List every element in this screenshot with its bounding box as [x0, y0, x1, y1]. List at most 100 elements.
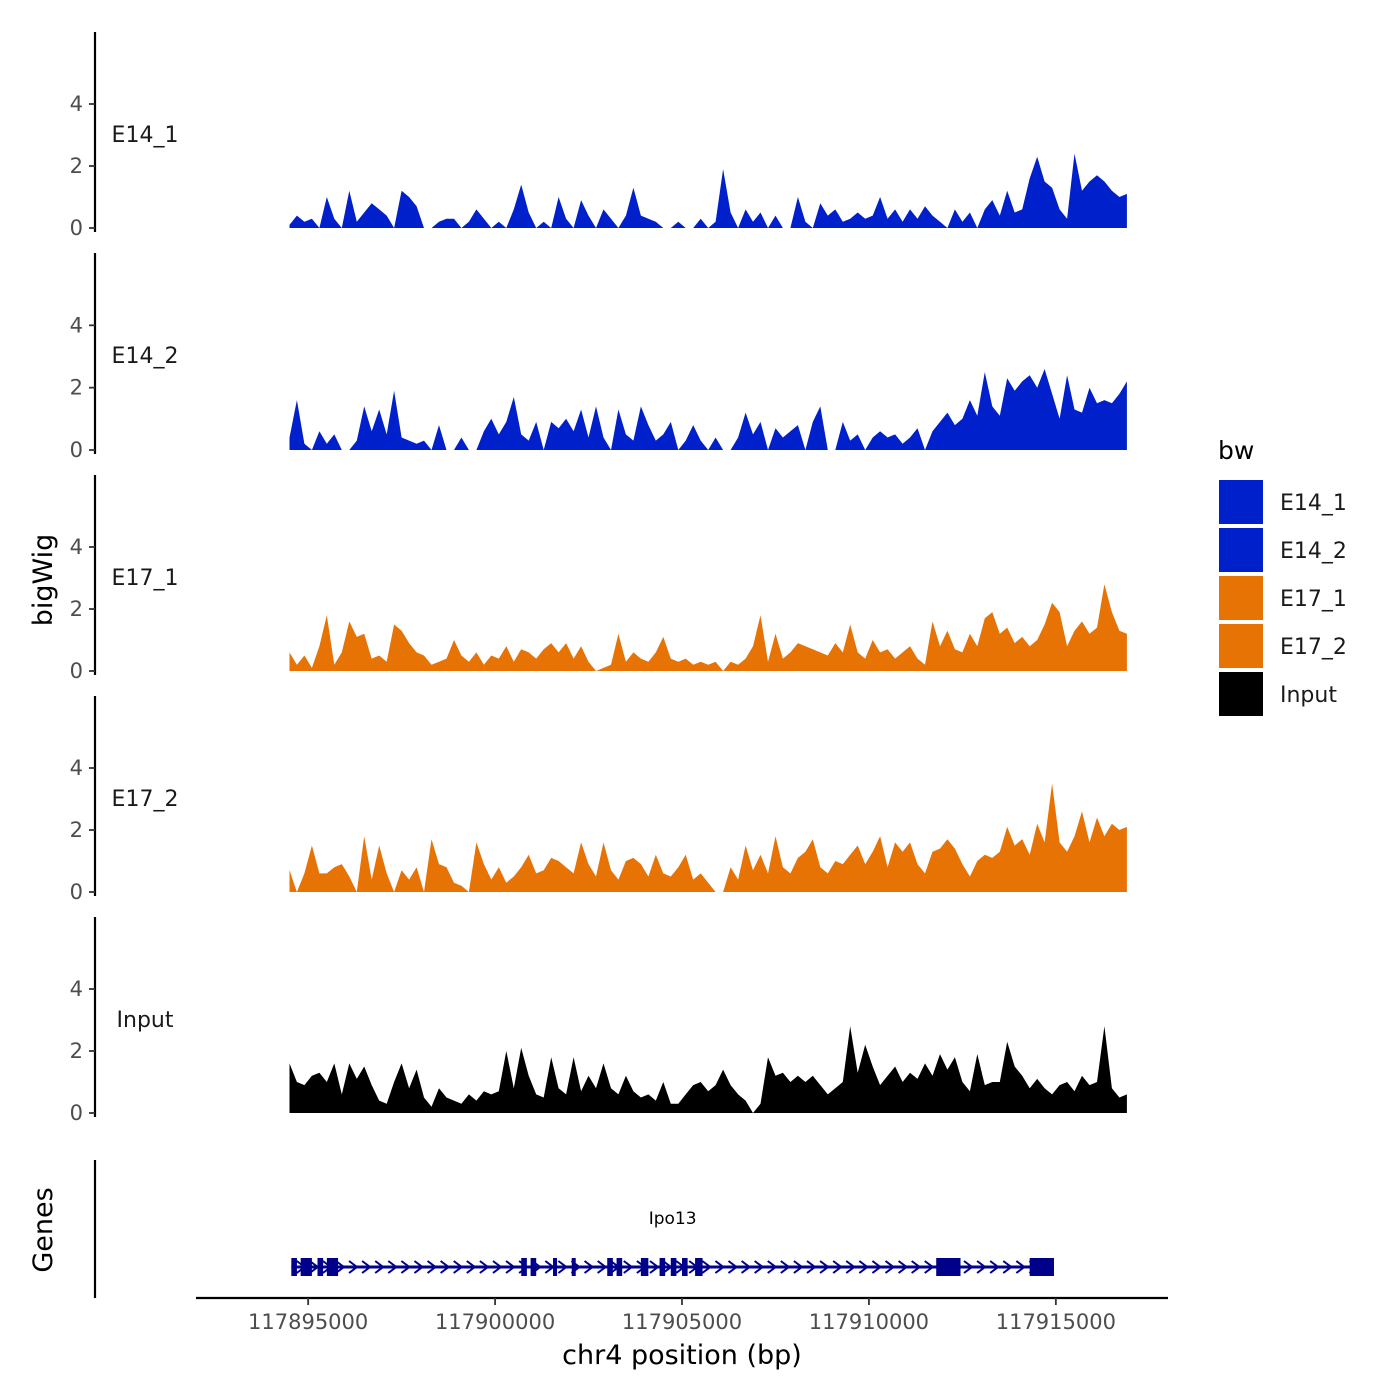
strand-arrow-icon: [740, 1260, 752, 1274]
signal-area-input: [289, 1026, 1127, 1113]
strand-arrow-icon: [505, 1260, 516, 1274]
strand-arrow-icon: [701, 1260, 712, 1274]
strand-arrow-icon: [583, 1260, 595, 1274]
signal-area-e14-2: [289, 369, 1127, 450]
y-tick-label: 0: [70, 659, 83, 683]
gene-exon: [521, 1258, 527, 1276]
legend-item-e14-1: E14_1: [1219, 480, 1347, 524]
strand-arrow-icon: [387, 1260, 398, 1274]
legend-label: Input: [1280, 683, 1337, 708]
track-e17-2: 0 2 4 E17_2: [70, 696, 1127, 904]
strand-arrow-icon: [413, 1260, 425, 1274]
track-e17-1: 0 2 4 E17_1: [70, 475, 1127, 683]
strand-arrow-icon: [819, 1260, 830, 1274]
strand-arrow-icon: [1015, 1260, 1026, 1274]
legend-title: bw: [1218, 436, 1254, 465]
signal-tracks: 0 2 4 E14_1 0 2 4 E14_2 0 2 4 E17_1 0 2 4 E17_2 0 2 4 Input: [70, 32, 1127, 1125]
strand-arrow-icon: [897, 1260, 909, 1274]
strand-arrow-icon: [374, 1260, 385, 1274]
gene-exon: [300, 1258, 312, 1276]
track-input: 0 2 4 Input: [70, 917, 1127, 1125]
gene-exon: [936, 1258, 961, 1276]
legend-swatch: [1219, 528, 1263, 572]
track-e14-2: 0 2 4 E14_2: [70, 253, 1127, 462]
strand-arrow-icon: [714, 1260, 726, 1274]
y-tick-label: 4: [70, 92, 83, 116]
strand-arrow-icon: [780, 1260, 791, 1274]
y-tick-label: 2: [70, 1039, 83, 1063]
legend-swatch: [1219, 624, 1263, 668]
legend-item-input: Input: [1219, 672, 1337, 716]
strand-arrow-icon: [361, 1260, 372, 1274]
strand-arrow-icon: [845, 1260, 856, 1274]
y-axis-title: bigWig: [28, 534, 59, 627]
gene-exon: [553, 1258, 558, 1276]
strand-arrow-icon: [832, 1260, 843, 1274]
x-axis-title: chr4 position (bp): [562, 1340, 802, 1371]
y-tick-label: 2: [70, 376, 83, 400]
gene-exon: [640, 1258, 649, 1276]
y-tick-label: 0: [70, 1101, 83, 1125]
legend-item-e17-2: E17_2: [1219, 624, 1347, 668]
gene-exon: [607, 1258, 613, 1276]
strand-arrow-icon: [858, 1260, 869, 1274]
strand-arrow-icon: [754, 1260, 765, 1274]
strand-arrow-icon: [597, 1260, 608, 1274]
strand-arrow-icon: [348, 1260, 359, 1274]
legend: bw E14_1 E14_2 E17_1 E17_2 Input: [1218, 436, 1347, 716]
signal-area-e17-1: [289, 584, 1127, 671]
x-tick-label: 117915000: [996, 1310, 1116, 1334]
y-tick-label: 4: [70, 313, 83, 337]
track-label: E14_1: [112, 123, 179, 148]
gene-exon: [326, 1258, 339, 1276]
legend-item-e14-2: E14_2: [1219, 528, 1347, 572]
strand-arrow-icon: [453, 1260, 464, 1274]
strand-arrow-icon: [479, 1260, 490, 1274]
gene-exon: [695, 1258, 703, 1276]
gene-exon: [659, 1258, 666, 1276]
signal-area-e17-2: [289, 783, 1127, 892]
strand-arrow-icon: [727, 1260, 739, 1274]
x-tick-label: 117910000: [809, 1310, 929, 1334]
track-label: E14_2: [112, 344, 179, 369]
track-label: Input: [117, 1008, 174, 1033]
y-tick-label: 0: [70, 438, 83, 462]
strand-arrow-icon: [767, 1260, 778, 1274]
x-tick-label: 117895000: [248, 1310, 368, 1334]
strand-arrow-icon: [1002, 1260, 1013, 1274]
y-tick-label: 2: [70, 818, 83, 842]
strand-arrow-icon: [623, 1260, 634, 1274]
legend-swatch: [1219, 576, 1263, 620]
gene-exon: [571, 1258, 576, 1276]
y-tick-label: 2: [70, 597, 83, 621]
strand-arrow-icon: [400, 1260, 412, 1274]
strand-arrow-icon: [492, 1260, 503, 1274]
signal-area-e14-1: [289, 153, 1127, 228]
gene-exon: [682, 1258, 688, 1276]
track-label: E17_2: [112, 787, 179, 812]
strand-arrow-icon: [989, 1260, 1000, 1274]
gene-name-label: Ipo13: [649, 1209, 697, 1229]
y-tick-label: 2: [70, 154, 83, 178]
track-e14-1: 0 2 4 E14_1: [70, 32, 1127, 240]
gene-ipo13: Ipo13: [291, 1209, 1054, 1276]
gene-exon: [1029, 1258, 1054, 1276]
strand-arrow-icon: [963, 1260, 974, 1274]
track-label: E17_1: [112, 566, 179, 591]
gene-exon: [530, 1258, 537, 1276]
legend-label: E14_2: [1280, 539, 1347, 564]
legend-swatch: [1219, 480, 1263, 524]
y-tick-label: 0: [70, 216, 83, 240]
x-tick-label: 117900000: [435, 1310, 555, 1334]
gene-exon: [670, 1258, 677, 1276]
x-axis: 117895000 117900000 117905000 117910000 1179…: [196, 1296, 1168, 1334]
strand-arrow-icon: [466, 1260, 477, 1274]
y-tick-label: 4: [70, 535, 83, 559]
legend-label: E17_2: [1280, 635, 1347, 660]
strand-arrow-icon: [440, 1260, 451, 1274]
strand-arrow-icon: [871, 1260, 883, 1274]
strand-arrow-icon: [557, 1260, 569, 1274]
legend-item-e17-1: E17_1: [1219, 576, 1347, 620]
strand-arrow-icon: [911, 1260, 922, 1274]
gene-track: Ipo13: [93, 1160, 1054, 1298]
